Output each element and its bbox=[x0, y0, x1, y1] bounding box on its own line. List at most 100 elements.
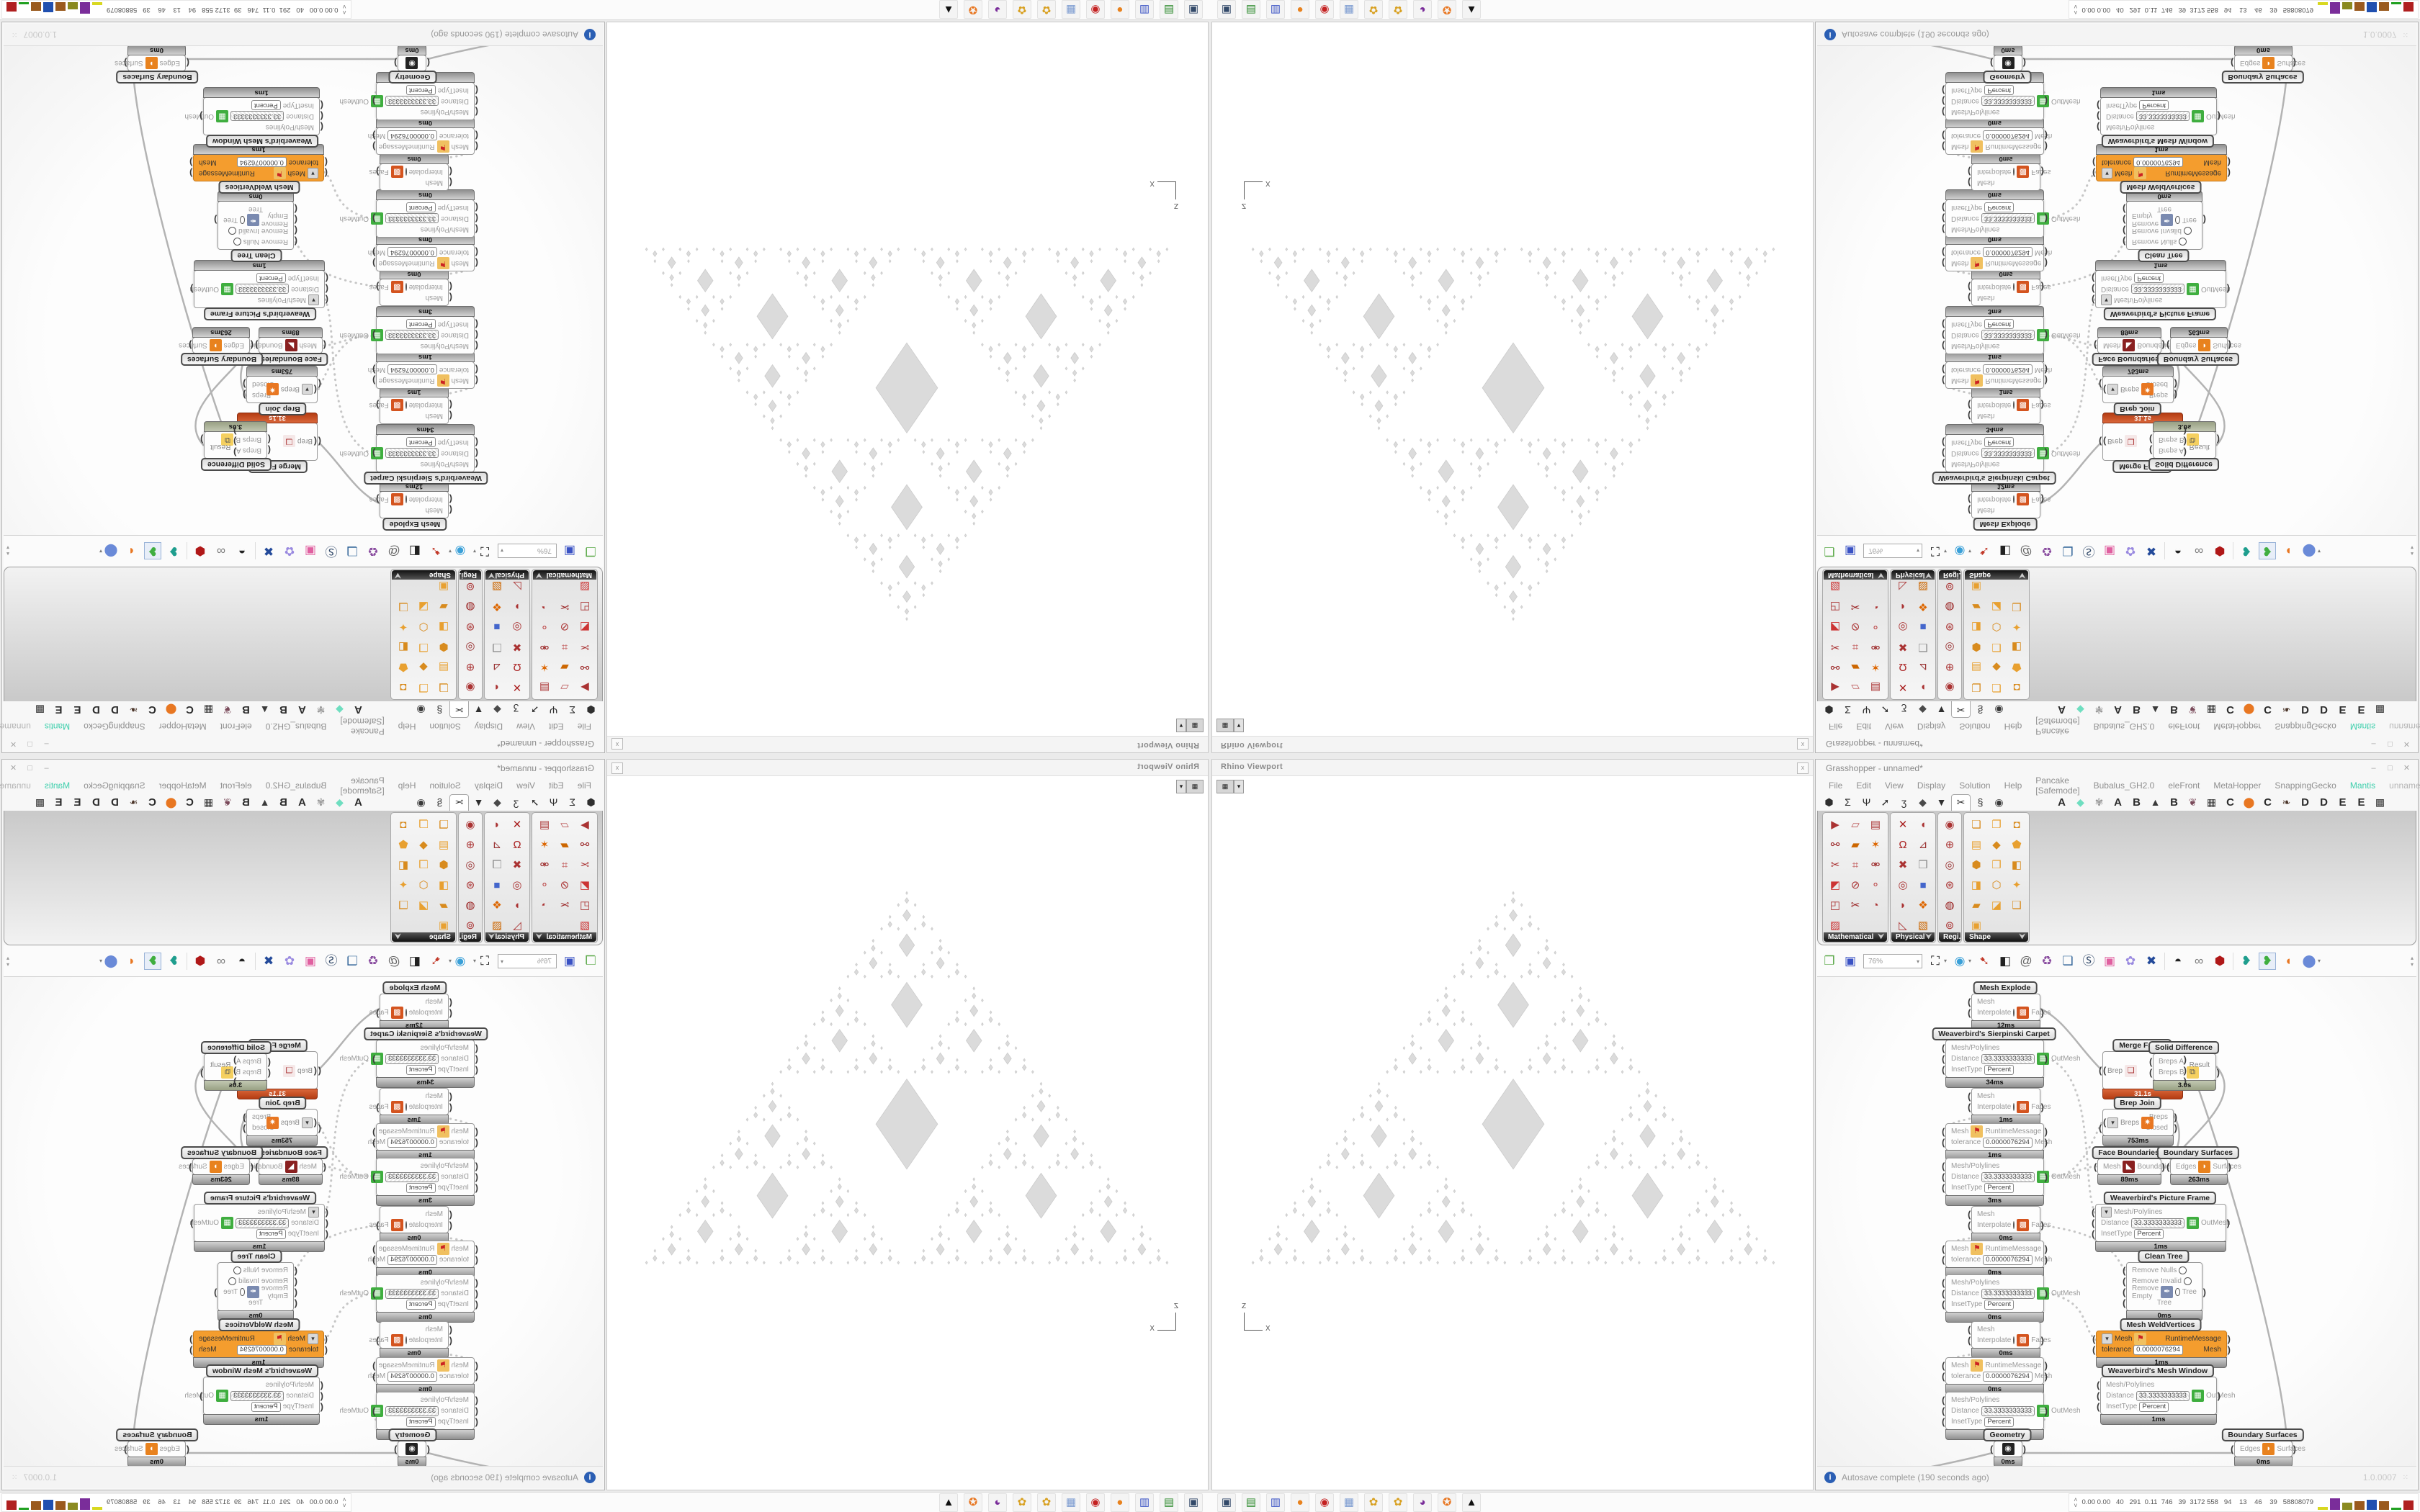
graph-node[interactable]: (Mesh/Polylines(Distance 33.3333333333 ▦ Ou… bbox=[339, 1392, 478, 1440]
snap-bowl-icon[interactable]: ◓ bbox=[2174, 953, 2182, 968]
node-label[interactable]: Weaverbird's Mesh Window bbox=[205, 1364, 319, 1377]
node-label[interactable]: Boundary Surfaces bbox=[2156, 353, 2240, 366]
gift-box-icon[interactable]: ▣ bbox=[2104, 544, 2116, 559]
menu-item-file[interactable]: File bbox=[577, 721, 591, 732]
node-label[interactable]: Weaverbird's Sierpinski Carpet bbox=[1932, 472, 2056, 485]
menu-item-view[interactable]: View bbox=[516, 721, 535, 732]
toolbar-scroll-arrows[interactable]: ▴ ▾ bbox=[6, 954, 10, 968]
menu-item-mantis[interactable]: Mantis bbox=[44, 780, 71, 791]
tab-icon-1[interactable]: Σ bbox=[1845, 796, 1851, 808]
component-icon[interactable]: ⚮ bbox=[1870, 859, 1881, 871]
component-icon[interactable]: Ω bbox=[513, 839, 521, 851]
component-icon[interactable]: ✕ bbox=[512, 681, 522, 693]
display-settings-icon[interactable]: ▣ bbox=[1184, 0, 1203, 19]
tab-icon-10[interactable]: A bbox=[2058, 796, 2066, 809]
blender-icon[interactable]: ✪ bbox=[964, 0, 982, 19]
red-app-icon[interactable]: ◉ bbox=[1086, 0, 1105, 19]
component-icon[interactable]: ❒ bbox=[418, 641, 429, 653]
graph-node[interactable]: (Mesh(Interpolate ▩ Faces) 1ms bbox=[1968, 387, 2051, 424]
minimize-icon[interactable]: – bbox=[44, 764, 49, 773]
gem-icon[interactable]: ⬢ bbox=[194, 544, 206, 559]
tab-icon-1[interactable]: Σ bbox=[1845, 704, 1851, 716]
component-icon[interactable]: ✕ bbox=[1898, 681, 1908, 693]
half-sphere-icon[interactable]: ◖ bbox=[127, 544, 136, 559]
palette-category-label[interactable]: Regi. bbox=[1939, 570, 1960, 580]
menu-item-display[interactable]: Display bbox=[474, 780, 503, 791]
tab-icon-15[interactable]: ▲ bbox=[259, 704, 270, 716]
component-icon[interactable]: ❑ bbox=[398, 899, 408, 912]
tab-icon-8[interactable]: § bbox=[1977, 796, 1984, 808]
component-icon[interactable]: ⚮ bbox=[539, 859, 550, 871]
component-icon[interactable]: ❖ bbox=[1918, 600, 1928, 613]
tab-icon-2[interactable]: Ψ bbox=[1862, 704, 1871, 716]
graph-node[interactable]: (Mesh ⚑ RuntimeMessage)(tolerance 0.0000076… bbox=[1942, 117, 2052, 155]
port-circle[interactable] bbox=[2013, 1336, 2015, 1344]
graph-node[interactable]: (▾ Mesh/Polylines(Distance 33.3333333333 ▦ O… bbox=[2092, 1204, 2231, 1252]
port-circle[interactable] bbox=[2175, 1288, 2180, 1296]
calculator-icon[interactable]: ▦ bbox=[1062, 0, 1080, 19]
component-icon[interactable]: ◨ bbox=[438, 879, 449, 891]
paint-palette-icon[interactable]: ✿ bbox=[1389, 0, 1407, 19]
component-icon[interactable]: ⬡ bbox=[1991, 879, 2002, 891]
component-icon[interactable]: ◔ bbox=[541, 600, 548, 613]
tab-icon-11[interactable]: ◆ bbox=[336, 796, 344, 808]
value-input[interactable]: 0.0000076294 bbox=[2133, 1344, 2183, 1355]
viewport-title-bar[interactable]: Rhino Viewport x bbox=[607, 760, 1208, 776]
resize-grip[interactable]: ⁙ bbox=[11, 30, 18, 39]
palette-category-label[interactable]: Physical ⮟ bbox=[485, 570, 529, 580]
tab-icon-12[interactable]: ✾ bbox=[2094, 704, 2104, 716]
value-input[interactable]: Percent bbox=[256, 273, 286, 284]
menu-item-help[interactable]: Help bbox=[398, 780, 416, 791]
value-input[interactable]: 33.3333333333 bbox=[236, 284, 290, 294]
component-icon[interactable]: ✖ bbox=[512, 641, 522, 653]
value-input[interactable]: 0.0000076294 bbox=[387, 364, 437, 375]
dropdown-arrow-icon[interactable]: ▾ bbox=[448, 548, 452, 554]
preview-eye-icon[interactable]: ◉ bbox=[1954, 544, 1966, 559]
tab-icon-21[interactable]: C bbox=[2264, 703, 2272, 716]
gha-recycle-icon[interactable]: ♻ bbox=[367, 544, 379, 559]
graph-node[interactable]: (Mesh ◣ Boundaries) 89ms bbox=[2094, 1158, 2174, 1185]
download-flag-button[interactable]: ▾ bbox=[2102, 168, 2112, 179]
tab-icon-17[interactable]: ❦ bbox=[2188, 796, 2197, 808]
graph-node[interactable]: (Mesh ⚑ RuntimeMessage)(tolerance 0.0000076… bbox=[368, 1357, 478, 1395]
node-label[interactable]: Brep Join bbox=[2113, 402, 2161, 415]
node-canvas[interactable]: Mesh Explode(Mesh(Interpolate ▩ Faces) 12ms… bbox=[1817, 45, 2416, 535]
value-input[interactable]: 0.0000076294 bbox=[237, 1344, 287, 1355]
value-input[interactable]: 33.3333333333 bbox=[2136, 111, 2190, 122]
component-icon[interactable]: ◨ bbox=[438, 621, 449, 633]
display-settings-icon[interactable]: ▣ bbox=[1217, 0, 1236, 19]
component-icon[interactable]: ▤ bbox=[539, 681, 550, 693]
component-icon[interactable]: ◘ bbox=[400, 681, 407, 693]
component-icon[interactable]: ✕ bbox=[1898, 819, 1908, 831]
firefox-icon[interactable]: ● bbox=[1111, 0, 1129, 19]
component-icon[interactable]: ✂ bbox=[1850, 600, 1860, 613]
component-icon[interactable]: ▰ bbox=[1851, 661, 1860, 673]
node-label[interactable]: Solid Difference bbox=[201, 458, 272, 471]
graph-node[interactable]: (Mesh/Polylines(Distance 33.3333333333 ▦ Ou… bbox=[1942, 1274, 2081, 1323]
value-input[interactable]: Percent bbox=[2134, 273, 2164, 284]
component-icon[interactable]: ◎ bbox=[1945, 641, 1955, 653]
component-icon[interactable]: ◘ bbox=[400, 819, 407, 831]
component-icon[interactable]: ⬟ bbox=[2012, 839, 2022, 851]
tab-icon-15[interactable]: ▲ bbox=[2150, 704, 2161, 716]
graph-node[interactable]: (Mesh(Interpolate ▩ Faces) 0ms bbox=[369, 1321, 452, 1359]
node-label[interactable]: Clean Tree bbox=[2138, 1250, 2190, 1263]
at-icon[interactable]: @ bbox=[2020, 544, 2033, 559]
tab-icon-7[interactable]: ✂ bbox=[454, 704, 464, 716]
graph-node[interactable]: (Mesh(Interpolate ▩ Faces) 0ms bbox=[369, 269, 452, 306]
save-file-icon[interactable]: ▣ bbox=[563, 953, 576, 968]
graph-node[interactable]: (Remove Nulls(Remove Invalid(Remove Empt… bbox=[2123, 1262, 2206, 1321]
tab-icon-22[interactable]: ❧ bbox=[129, 796, 138, 808]
tab-icon-3[interactable]: ➚ bbox=[530, 796, 539, 808]
component-icon[interactable]: ✶ bbox=[1870, 661, 1881, 673]
tab-icon-16[interactable]: B bbox=[242, 796, 250, 809]
gift-box-icon[interactable]: ▣ bbox=[304, 953, 316, 968]
grasshopper-title-bar[interactable]: Grasshopper - unnamed* – □ ✕ bbox=[2, 760, 604, 777]
display-settings-icon[interactable]: ▣ bbox=[1184, 1493, 1203, 1512]
component-icon[interactable]: ⊘ bbox=[560, 879, 570, 891]
blender-icon[interactable]: ✪ bbox=[964, 1493, 982, 1512]
pin-green-icon[interactable]: ❥ bbox=[143, 542, 161, 560]
menu-item-metahopper[interactable]: MetaHopper bbox=[158, 780, 207, 791]
zoom-level-input[interactable]: 76% ▾ bbox=[498, 953, 557, 968]
toolbar-scroll-arrows[interactable]: ▴ ▾ bbox=[6, 544, 10, 558]
